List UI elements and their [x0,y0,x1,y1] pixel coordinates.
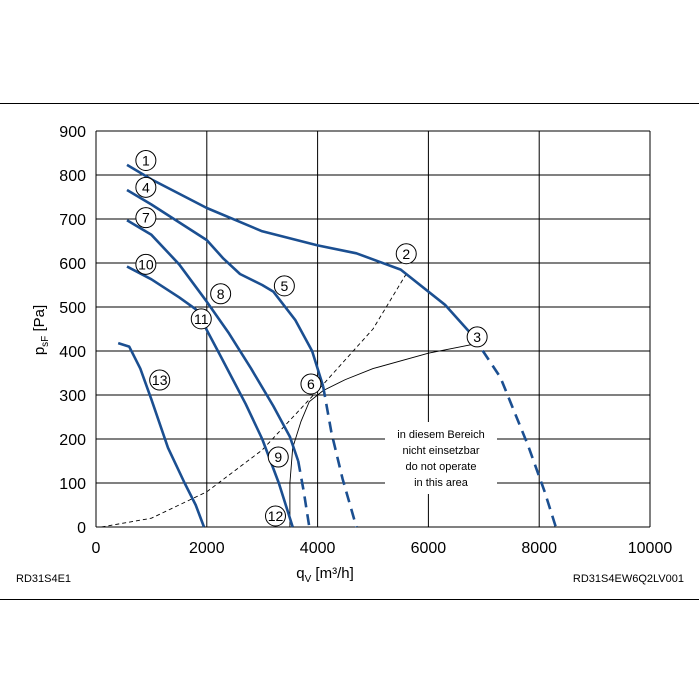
curve-marker-13: 13 [149,369,171,391]
curve-marker-2: 2 [395,243,417,265]
fan-curve-1 [126,163,474,337]
y-tick-label: 200 [59,432,86,449]
x-tick-label: 4000 [300,540,336,557]
svg-text:11: 11 [194,311,209,327]
x-tick-label: 2000 [189,540,225,557]
svg-text:10: 10 [138,256,154,272]
svg-text:8: 8 [217,286,225,302]
svg-text:psF [Pa]: psF [Pa] [31,305,51,355]
curve-marker-1: 1 [135,149,157,171]
curve-marker-3: 3 [466,326,488,348]
svg-text:2: 2 [402,246,410,262]
fan-curve-5 [117,341,206,528]
curve-marker-7: 7 [135,207,157,229]
tick-labels: 0 2000 4000 6000 8000 10000 0 100 200 300 400 500 60… [59,124,672,557]
note-line: in this area [414,477,469,489]
drawing-code-right: RD31S4EW6Q2LV001 [573,573,684,585]
drawing-code-left: RD31S4E1 [16,573,71,585]
fan-curve-3 [126,219,300,462]
y-tick-label: 700 [59,212,86,229]
svg-text:7: 7 [142,210,150,226]
operating-limit-line [289,341,484,527]
curve-marker-4: 4 [135,176,157,198]
y-tick-label: 0 [77,520,86,537]
note-line: do not operate [406,461,477,473]
svg-text:3: 3 [473,329,481,345]
y-tick-label: 300 [59,388,86,405]
y-tick-label: 900 [59,124,86,141]
resistance-curve [101,273,407,528]
x-tick-label: 10000 [628,540,673,557]
curve-marker-12: 12 [264,505,286,527]
grid [95,130,651,528]
y-tick-label: 400 [59,344,86,361]
svg-text:9: 9 [274,449,282,465]
chart-frame [0,103,699,600]
svg-text:13: 13 [152,372,168,388]
y-tick-label: 500 [59,300,86,317]
x-tick-label: 0 [92,540,101,557]
curve-marker-8: 8 [210,283,232,305]
x-tick-label: 8000 [521,540,557,557]
y-tick-label: 800 [59,168,86,185]
y-tick-label: 100 [59,476,86,493]
svg-text:1: 1 [142,152,150,168]
fan-curve-2-dashed [321,385,358,528]
fan-curve-1-dashed [471,334,558,528]
fan-curve-4 [126,265,294,528]
note-line: nicht einsetzbar [402,445,479,457]
fan-curve-2 [126,188,325,387]
curve-marker-9: 9 [267,446,289,468]
no-operation-note: in diesem Bereich nicht einsetzbar do not … [385,422,497,494]
svg-text:6: 6 [307,376,315,392]
y-axis-label: psF [Pa] [31,305,51,355]
svg-text:12: 12 [268,508,284,524]
curve-marker-6: 6 [300,373,322,395]
svg-text:5: 5 [280,278,288,294]
x-axis-label: qV [m³/h] [296,565,354,585]
note-line: in diesem Bereich [397,429,484,441]
y-tick-label: 600 [59,256,86,273]
x-tick-label: 6000 [411,540,447,557]
curve-marker-5: 5 [273,275,295,297]
fan-curve-3-dashed [296,460,311,528]
svg-text:4: 4 [142,179,150,195]
plot-area [101,163,558,528]
curve-marker-10: 10 [135,253,157,275]
curve-marker-11: 11 [190,308,212,330]
